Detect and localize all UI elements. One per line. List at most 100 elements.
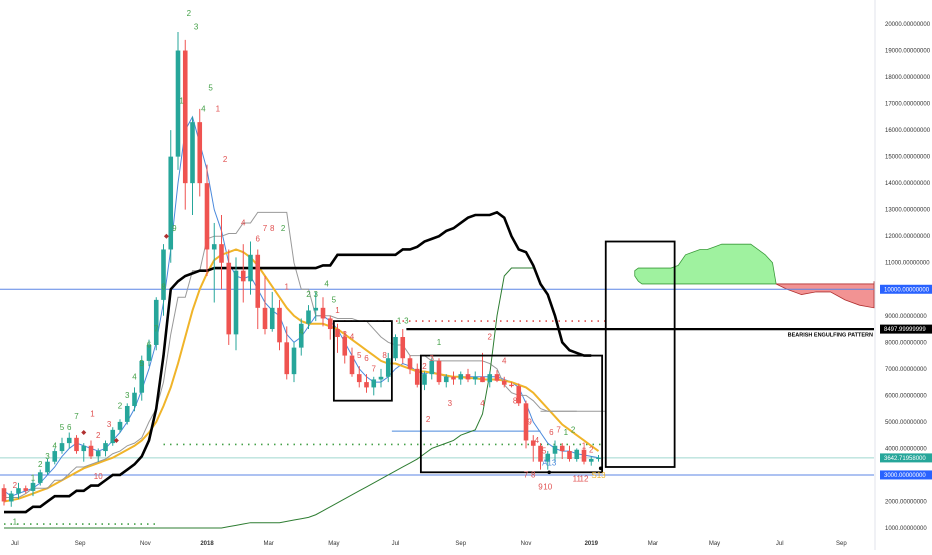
candle-body[interactable] <box>429 360 435 375</box>
candle-body[interactable] <box>182 50 188 184</box>
candle-body[interactable] <box>117 421 123 430</box>
candle-body[interactable] <box>277 307 282 343</box>
candle-body[interactable] <box>291 347 297 375</box>
candle-body[interactable] <box>132 392 137 406</box>
count-label: 4 <box>502 357 507 366</box>
candle-body[interactable] <box>480 376 485 383</box>
candle-body[interactable] <box>436 360 442 383</box>
candle-body[interactable] <box>255 254 261 308</box>
candle-body[interactable] <box>175 50 181 157</box>
candle-body[interactable] <box>146 344 152 361</box>
candle-body[interactable] <box>371 379 377 388</box>
candle-body[interactable] <box>349 355 355 375</box>
candle-body[interactable] <box>190 122 195 184</box>
count-label: 2 <box>422 362 427 371</box>
candle-body[interactable] <box>342 337 348 356</box>
candle-body[interactable] <box>88 445 94 457</box>
candle-body[interactable] <box>501 380 507 385</box>
candle-body[interactable] <box>545 453 551 462</box>
candle-body[interactable] <box>30 482 36 491</box>
candle-body[interactable] <box>327 318 333 330</box>
candle-body[interactable] <box>320 307 326 319</box>
candle-body[interactable] <box>364 382 369 388</box>
count-label: 2 <box>589 445 594 454</box>
candle-body[interactable] <box>110 429 116 444</box>
candle-body[interactable] <box>8 493 14 502</box>
count-label: 6 <box>67 423 72 432</box>
candle-body[interactable] <box>596 457 601 460</box>
candle-body[interactable] <box>226 262 232 335</box>
candle-body[interactable] <box>103 443 108 452</box>
candle-body[interactable] <box>161 249 166 300</box>
candle-body[interactable] <box>538 445 543 462</box>
candle-body[interactable] <box>95 451 101 457</box>
candle-body[interactable] <box>153 299 159 345</box>
candle-body[interactable] <box>465 374 471 380</box>
candle-body[interactable] <box>219 244 224 263</box>
drawing-rectangle-2[interactable] <box>604 240 676 468</box>
candle-body[interactable] <box>298 323 304 348</box>
candle-body[interactable] <box>204 183 210 250</box>
candle-body[interactable] <box>248 254 253 282</box>
candle-body[interactable] <box>400 337 406 359</box>
candle-body[interactable] <box>211 244 217 250</box>
candle-body[interactable] <box>530 440 536 446</box>
candle-body[interactable] <box>233 270 239 335</box>
count-label: 2 <box>426 415 431 424</box>
candle-body[interactable] <box>284 342 290 375</box>
candle-body[interactable] <box>306 310 311 324</box>
candle-body[interactable] <box>407 358 413 369</box>
candle-body[interactable] <box>472 376 478 380</box>
candle-body[interactable] <box>74 437 79 452</box>
candle-body[interactable] <box>240 270 246 282</box>
candle-body[interactable] <box>52 451 58 462</box>
count-label: 2 <box>118 402 123 411</box>
count-label: S13 <box>591 471 606 480</box>
candle-body[interactable] <box>487 374 493 383</box>
candle-body[interactable] <box>313 307 319 311</box>
candle-body[interactable] <box>168 156 174 250</box>
count-label: 4 <box>53 441 58 450</box>
candle-body[interactable] <box>81 445 87 452</box>
candle-body[interactable] <box>509 384 514 387</box>
count-label: 2 <box>187 9 192 18</box>
candle-body[interactable] <box>262 307 268 330</box>
price-tag-label: 8497.99999999 <box>884 327 926 333</box>
candle-body[interactable] <box>574 449 580 460</box>
candle-body[interactable] <box>588 459 594 462</box>
candle-body[interactable] <box>559 445 565 452</box>
candle-body[interactable] <box>139 360 145 393</box>
candle-body[interactable] <box>378 376 384 380</box>
candle-body[interactable] <box>16 488 21 494</box>
candle-body[interactable] <box>567 451 572 460</box>
candle-body[interactable] <box>516 386 522 404</box>
candle-body[interactable] <box>269 307 275 330</box>
drawing-rectangle-0[interactable] <box>332 320 393 402</box>
candle-body[interactable] <box>1 488 7 502</box>
candle-body[interactable] <box>59 443 65 452</box>
candle-body[interactable] <box>335 329 340 338</box>
candle-body[interactable] <box>523 403 529 441</box>
count-label: 2 <box>96 431 101 440</box>
candle-body[interactable] <box>23 488 29 491</box>
candle-body[interactable] <box>393 337 398 359</box>
candle-body[interactable] <box>45 461 50 473</box>
candle-body[interactable] <box>552 445 558 454</box>
candle-body[interactable] <box>494 374 500 381</box>
candle-body[interactable] <box>443 376 449 383</box>
drawing-rectangle-1[interactable] <box>419 354 604 474</box>
candle-body[interactable] <box>124 405 130 422</box>
candle-body[interactable] <box>385 358 391 377</box>
candle-body[interactable] <box>197 122 203 184</box>
candle-body[interactable] <box>37 472 43 483</box>
count-label: 4 <box>299 327 304 336</box>
candle-body[interactable] <box>581 449 587 462</box>
candle-body[interactable] <box>414 368 420 385</box>
candle-body[interactable] <box>451 376 456 380</box>
candle-body[interactable] <box>458 374 464 380</box>
candle-body[interactable] <box>422 374 427 385</box>
candle-body[interactable] <box>66 437 72 444</box>
candle-body[interactable] <box>356 374 362 383</box>
